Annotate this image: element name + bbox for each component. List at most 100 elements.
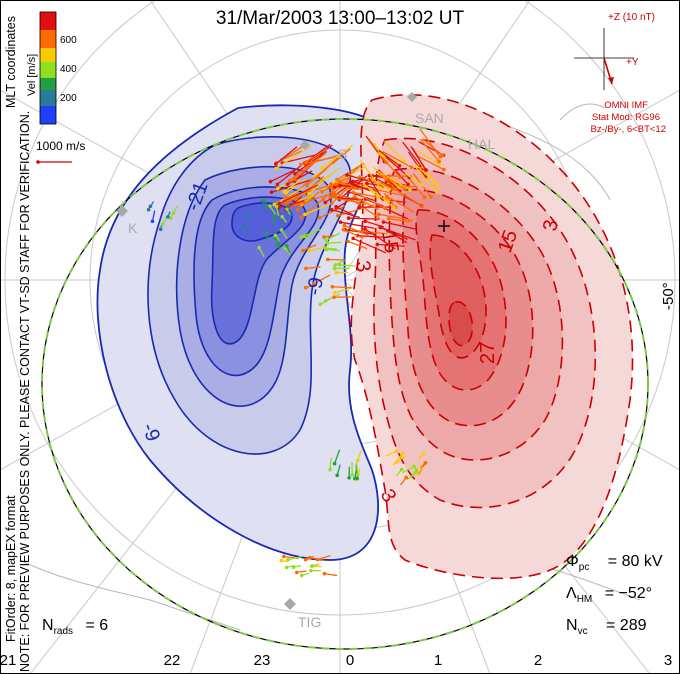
velocity-vector bbox=[270, 167, 299, 183]
mlt-label-3: 3 bbox=[663, 652, 673, 669]
velocity-vector bbox=[329, 457, 332, 470]
velocity-vector bbox=[359, 176, 391, 189]
vector-origin bbox=[420, 204, 425, 208]
vector-origin bbox=[269, 190, 274, 195]
radar-site-markers bbox=[116, 92, 417, 610]
vector-origin bbox=[357, 205, 362, 209]
vector-origin bbox=[391, 187, 395, 191]
velocity-vector bbox=[347, 240, 368, 250]
velocity-vector bbox=[330, 183, 359, 191]
velocity-vector bbox=[355, 462, 359, 475]
vector-origin bbox=[341, 227, 346, 232]
vector-origin bbox=[420, 183, 425, 187]
heppner-maynard-boundary bbox=[41, 118, 649, 650]
velocity-vector bbox=[378, 194, 395, 209]
mlt-label-0: 0 bbox=[345, 652, 355, 669]
site-label-hal: HAL bbox=[468, 136, 496, 152]
vector-origin bbox=[299, 235, 304, 239]
velocity-vectors bbox=[146, 128, 446, 578]
vector-origin bbox=[398, 175, 402, 180]
imf-model: Stat Mod: RG96 bbox=[591, 112, 660, 123]
vector-origin bbox=[394, 449, 399, 453]
vector-origin bbox=[334, 204, 338, 209]
mlt-label-22: 22 bbox=[163, 652, 181, 669]
vector-origin bbox=[284, 195, 288, 200]
vector-origin bbox=[346, 239, 350, 244]
vector-origin bbox=[442, 167, 446, 172]
vector-origin bbox=[412, 464, 416, 469]
vector-origin bbox=[303, 557, 308, 562]
velocity-vector bbox=[336, 162, 365, 181]
velocity-vector bbox=[383, 174, 405, 190]
velocity-vector bbox=[417, 150, 440, 165]
vector-origin bbox=[363, 219, 367, 224]
vector-origin bbox=[291, 565, 296, 570]
vector-origin bbox=[286, 204, 290, 209]
vector-origin bbox=[160, 222, 165, 226]
velocity-vector bbox=[402, 466, 415, 474]
velocity-vector bbox=[332, 286, 352, 289]
velocity-vector bbox=[377, 243, 405, 247]
mlt-label-2: 2 bbox=[533, 652, 543, 669]
velocity-vector bbox=[275, 146, 298, 165]
velocity-vector bbox=[392, 453, 404, 466]
vector-origin bbox=[265, 231, 269, 235]
velocity-vector bbox=[321, 144, 354, 169]
velocity-vector bbox=[385, 450, 397, 457]
contour-label-3-right: 3 bbox=[539, 218, 563, 233]
vector-origin bbox=[303, 285, 308, 290]
vector-origin bbox=[397, 163, 402, 168]
vector-origin bbox=[435, 190, 439, 195]
vector-origin bbox=[351, 190, 356, 195]
vector-origin bbox=[400, 455, 405, 460]
vector-origin bbox=[285, 207, 289, 211]
velocity-vector bbox=[324, 573, 338, 577]
velocity-vector bbox=[281, 150, 302, 161]
vector-origin bbox=[330, 284, 335, 289]
vector-origin bbox=[350, 473, 355, 477]
velocity-vector bbox=[368, 177, 383, 199]
vector-origin bbox=[378, 225, 382, 230]
vector-origin bbox=[168, 216, 173, 220]
vector-origin bbox=[423, 461, 428, 465]
velocity-vector bbox=[279, 184, 319, 205]
mlt-label-21: 21 bbox=[0, 652, 17, 669]
velocity-vector bbox=[375, 188, 408, 197]
vector-origin bbox=[146, 207, 151, 212]
vector-origin bbox=[292, 177, 297, 182]
vector-origin bbox=[346, 190, 351, 194]
vector-origin bbox=[338, 183, 342, 188]
vector-origin bbox=[400, 451, 405, 456]
vector-origin bbox=[299, 573, 304, 578]
vector-origin bbox=[274, 204, 279, 209]
coordinate-system: MLT coordinates bbox=[4, 16, 18, 108]
velocity-vector bbox=[373, 142, 385, 157]
velocity-vector bbox=[287, 170, 313, 185]
contour-label-15-center: 15 bbox=[377, 229, 403, 255]
velocity-vector bbox=[297, 194, 328, 206]
velocity-vector bbox=[344, 224, 369, 236]
contour-label-neg9-upper: -9 bbox=[303, 276, 328, 297]
vector-origin bbox=[334, 270, 339, 275]
vector-origin bbox=[277, 201, 282, 206]
vector-origin bbox=[275, 242, 279, 247]
velocity-vector bbox=[412, 148, 427, 171]
vector-origin bbox=[328, 195, 332, 199]
vector-origin bbox=[286, 557, 290, 562]
vector-origin bbox=[375, 242, 380, 247]
velocity-vector bbox=[352, 237, 387, 254]
vector-origin bbox=[355, 458, 360, 463]
velocity-vector bbox=[419, 128, 441, 158]
vector-origin bbox=[331, 191, 336, 195]
velocity-vector bbox=[297, 191, 320, 211]
vector-origin bbox=[325, 241, 330, 245]
vector-origin bbox=[345, 173, 349, 177]
vector-origin bbox=[402, 187, 407, 192]
velocity-vector bbox=[320, 297, 333, 305]
vector-origin bbox=[279, 558, 284, 563]
velocity-vector bbox=[308, 174, 332, 195]
velocity-vector bbox=[407, 151, 427, 178]
vector-origin bbox=[333, 263, 337, 267]
vector-origin bbox=[377, 212, 381, 217]
imf-clock-dial bbox=[574, 28, 634, 90]
